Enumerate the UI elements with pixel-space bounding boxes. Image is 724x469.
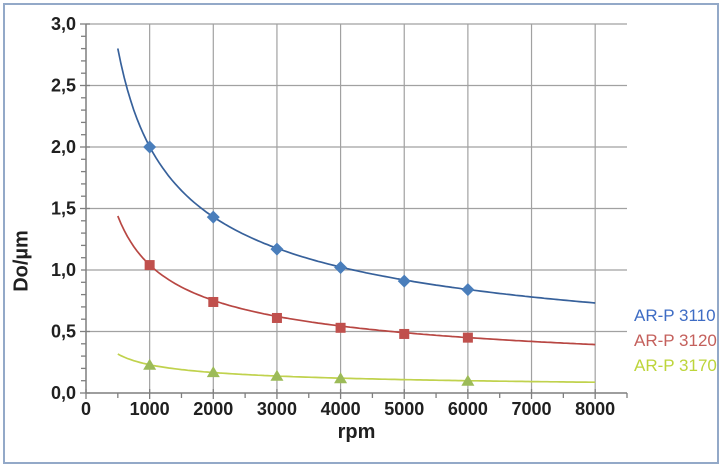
data-point-diamond [206, 210, 220, 224]
data-point-diamond [397, 274, 411, 288]
y-tick-label: 0,5 [51, 322, 76, 342]
x-tick-label: 0 [81, 399, 91, 419]
x-tick-label: 7000 [512, 399, 552, 419]
data-point-diamond [270, 242, 284, 256]
data-point-triangle [270, 369, 284, 381]
y-tick-label: 2,0 [51, 137, 76, 157]
data-point-square [399, 328, 410, 339]
trendline-arp3120 [117, 215, 596, 346]
trendline-arp3110 [116, 48, 596, 304]
x-tick-label: 6000 [448, 399, 488, 419]
legend: AR-P 3110 AR-P 3120 AR-P 3170 [634, 303, 720, 378]
legend-item-arp3120: AR-P 3120 [634, 331, 717, 350]
y-tick-label: 1,0 [51, 260, 76, 280]
x-tick-label: 1000 [130, 399, 170, 419]
data-point-triangle [206, 366, 220, 378]
y-tick-label: 2,5 [51, 76, 76, 96]
data-point-square [335, 322, 346, 333]
data-point-square [208, 296, 219, 307]
data-point-triangle [334, 372, 348, 384]
chart-border-frame [3, 3, 719, 464]
data-point-diamond [461, 283, 475, 297]
x-tick-label: 3000 [257, 399, 297, 419]
data-point-triangle [143, 358, 157, 370]
data-point-square [144, 260, 155, 271]
x-tick-label: 5000 [384, 399, 424, 419]
y-tick-label: 0,0 [51, 383, 76, 403]
y-tick-label: 3,0 [51, 14, 76, 34]
data-point-diamond [334, 261, 348, 275]
x-tick-label: 8000 [575, 399, 615, 419]
data-point-triangle [461, 374, 475, 386]
x-axis-title: rpm [337, 421, 376, 443]
x-tick-label: 4000 [321, 399, 361, 419]
data-point-diamond [143, 140, 157, 154]
data-point-square [271, 312, 282, 323]
y-axis-title: Do/µm [10, 230, 33, 292]
legend-item-arp3170: AR-P 3170 [634, 356, 717, 375]
x-tick-label: 2000 [193, 399, 233, 419]
y-tick-label: 1,5 [51, 199, 76, 219]
data-point-square [462, 332, 473, 343]
trendline-arp3170 [117, 353, 596, 384]
legend-item-arp3110: AR-P 3110 [634, 306, 716, 325]
